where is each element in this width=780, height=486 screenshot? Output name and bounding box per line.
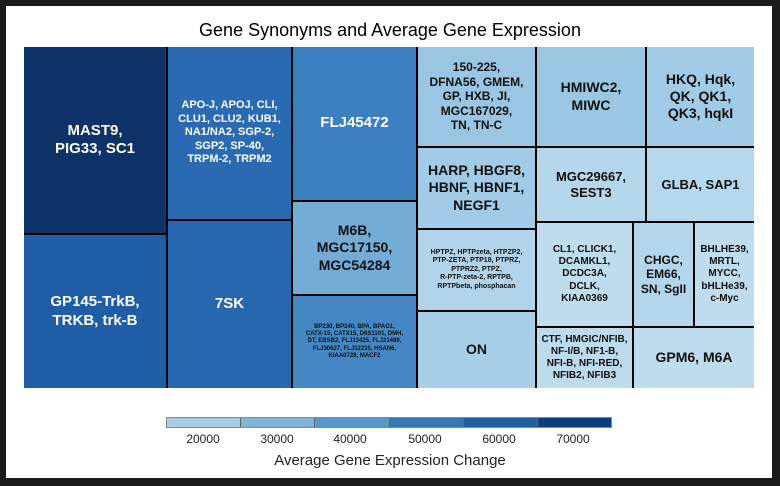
treemap-tile: HKQ, Hqk, QK, QK1, QK3, hqkI (647, 47, 754, 146)
treemap-tile: HARP, HBGF8, HBNF, HBNF1, NEGF1 (418, 148, 535, 228)
tile-label: GP145-TrkB, TRKB, trk-B (50, 293, 140, 329)
tile-label: MAST9, PIG33, SC1 (54, 121, 136, 157)
tile-label: BHLHE39, MRTL, MYCC, bHLHe39, c-Myc (700, 244, 749, 304)
legend-swatch (389, 418, 464, 427)
tile-label: HPTPZ, HPTPzeta, HTPZP2, PTP-ZETA, PTP18,… (430, 248, 523, 290)
tile-label: APO-J, APOJ, CLI, CLU1, CLU2, KUB1, NA1/NA… (178, 99, 281, 166)
treemap-tile: FLJ45472 (293, 47, 416, 200)
tile-label: GPM6, M6A (655, 349, 733, 366)
tile-label: CL1, CLICK1, DCAMKL1, DCDC3A, DCLK, KIAA0369 (552, 244, 617, 304)
treemap-tile: GP145-TrkB, TRKB, trk-B (24, 235, 166, 388)
tile-label: HKQ, Hqk, QK, QK1, QK3, hqkI (665, 70, 736, 122)
legend-swatch (463, 418, 538, 427)
tile-label: HARP, HBGF8, HBNF, HBNF1, NEGF1 (428, 162, 525, 213)
tile-label: M6B, MGC17150, MGC54284 (316, 222, 393, 273)
treemap-tile: GLBA, SAP1 (647, 148, 754, 221)
tile-label: MGC29667, SEST3 (555, 168, 627, 200)
legend-swatch (241, 418, 316, 427)
tile-label: CTF, HMGIC/NFIB, NF-I/B, NF1-B, NFI-B, NFI… (541, 333, 628, 382)
treemap-tile: HPTPZ, HPTPzeta, HTPZP2, PTP-ZETA, PTP18,… (418, 230, 535, 310)
tile-label: FLJ45472 (320, 114, 389, 132)
treemap-tile: BHLHE39, MRTL, MYCC, bHLHe39, c-Myc (695, 223, 754, 326)
treemap-tile: 150-225, DFNA56, GMEM, GP, HXB, JI, MGC1670… (418, 47, 535, 146)
treemap: MAST9, PIG33, SC1 GP145-TrkB, TRKB, trk-B AP… (24, 47, 754, 388)
chart-title: Gene Synonyms and Average Gene Expressio… (199, 20, 581, 40)
legend-swatch (315, 418, 390, 427)
tile-label: BP230, BP240, BPA, BPAG1, CATX-15, CATX15… (305, 323, 404, 359)
treemap-tile: MAST9, PIG33, SC1 (24, 47, 166, 233)
color-legend-bar (166, 417, 612, 428)
treemap-tile: ON (418, 312, 535, 388)
tile-label: ON (466, 341, 487, 358)
legend-swatch (167, 418, 242, 427)
treemap-tile: BP230, BP240, BPA, BPAG1, CATX-15, CATX15… (293, 296, 416, 388)
tile-label: 150-225, DFNA56, GMEM, GP, HXB, JI, MGC1670… (429, 59, 524, 133)
legend-tick-label: 70000 (556, 432, 590, 446)
legend-title: Average Gene Expression Change (274, 452, 506, 469)
legend-tick-label: 60000 (482, 432, 516, 446)
treemap-tile: CL1, CLICK1, DCAMKL1, DCDC3A, DCLK, KIAA0369 (537, 223, 632, 326)
legend-tick-label: 30000 (260, 432, 294, 446)
legend-tick-label: 40000 (333, 432, 367, 446)
treemap-tile: M6B, MGC17150, MGC54284 (293, 202, 416, 294)
treemap-tile: 7SK (168, 221, 291, 388)
legend-tick-label: 50000 (408, 432, 442, 446)
tile-label: GLBA, SAP1 (661, 176, 740, 192)
treemap-tile: CTF, HMGIC/NFIB, NF-I/B, NF1-B, NFI-B, NFI… (537, 328, 632, 388)
legend-tick-label: 20000 (186, 432, 220, 446)
tile-label: 7SK (214, 295, 245, 313)
treemap-tile: MGC29667, SEST3 (537, 148, 645, 221)
treemap-tile: HMIWC2, MIWC (537, 47, 645, 146)
treemap-tile: APO-J, APOJ, CLI, CLU1, CLU2, KUB1, NA1/NA… (168, 47, 291, 219)
treemap-tile: GPM6, M6A (634, 328, 754, 388)
legend-swatch (537, 418, 612, 427)
tile-label: CHGC, EM66, SN, SgII (640, 252, 687, 296)
tile-label: HMIWC2, MIWC (560, 79, 622, 113)
treemap-tile: CHGC, EM66, SN, SgII (634, 223, 693, 326)
